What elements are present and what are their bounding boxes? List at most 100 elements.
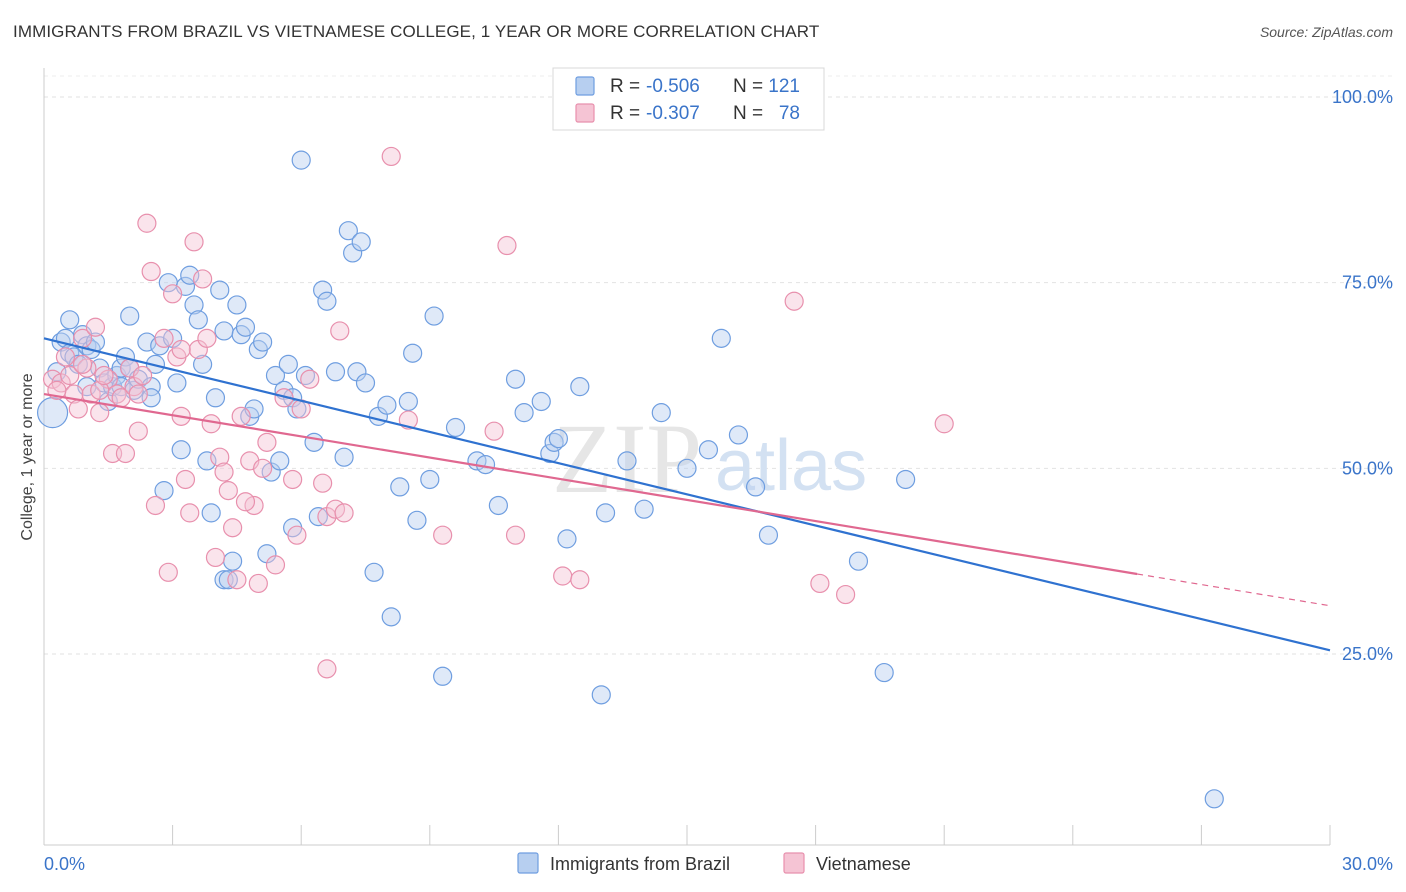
vietnamese-point [484,421,504,441]
vietnamese-swatch [575,103,595,123]
brazil-point [531,391,551,412]
brazil-point [223,551,243,571]
legend-label-brazil: Immigrants from Brazil [550,854,730,874]
vietnamese-point [934,414,954,434]
brazil-point [265,365,286,386]
vietnamese-trend-extension [1137,573,1331,607]
brazil-point [205,388,226,408]
trend-lines [43,337,1331,652]
brazil-point [235,317,256,337]
gridlines [44,75,1395,655]
vietnamese-point [158,562,178,582]
watermark: ZIP atlas [552,403,867,514]
brazil-point [270,451,290,471]
brazil-point [154,481,174,501]
brazil-point [677,458,697,478]
vietnamese-point [227,570,247,590]
vietnamese-point [381,146,401,167]
vietnamese-point [128,384,148,404]
brazil-point [634,499,654,519]
brazil-point [351,232,371,252]
brazil-point [214,321,234,341]
legend-swatch-vietnamese [783,852,805,874]
brazil-point [317,291,337,311]
brazil-point [570,377,590,397]
brazil-point [141,388,161,408]
brazil-point [364,562,384,582]
watermark-atlas: atlas [715,426,867,506]
vietnamese-point [253,458,273,478]
r-value: -0.506 [646,76,700,97]
stats-box-frame [552,67,825,131]
n-label: N = [733,103,763,124]
brazil-point [60,310,80,330]
r-value: -0.307 [646,103,700,124]
vietnamese-point [505,525,526,545]
vietnamese-point [231,406,251,426]
brazil-trend-line [43,337,1331,652]
brazil-point [338,221,358,241]
n-value: 78 [779,103,800,124]
vietnamese-point [115,443,136,464]
stats-box: R = -0.506 N = 121 R = -0.307 N = 78 [552,67,825,131]
brazil-point [514,403,534,423]
brazil-point [184,295,204,315]
brazil-point [381,607,401,627]
brazil-point [304,432,324,452]
data-points [36,146,1224,809]
x-tick-label: 0.0% [44,854,85,874]
vietnamese-point [154,328,174,348]
brazil-swatch [575,76,595,96]
brazil-point [355,373,376,393]
brazil-point [874,662,894,683]
brazil-point [193,354,213,374]
n-label: N = [733,76,763,97]
r-label: R = [610,103,640,124]
vietnamese-point [313,473,333,493]
vietnamese-point [784,291,804,311]
brazil-point [278,354,298,374]
brazil-point [548,429,569,449]
vietnamese-point [197,328,217,348]
vietnamese-point [90,380,110,400]
brazil-point [390,477,410,497]
vietnamese-point [810,573,830,594]
x-tick-labels: 0.0% 30.0% [44,854,1393,874]
brazil-point [711,328,731,348]
vietnamese-point [334,503,354,523]
brazil-point [398,391,418,412]
brazil-point [651,403,671,423]
vietnamese-point [141,261,161,282]
brazil-point [188,310,208,330]
brazil-point [36,397,69,429]
vietnamese-point [55,347,76,367]
y-tick-label: 50.0% [1342,458,1393,478]
source-note: Source: ZipAtlas.com [1259,24,1393,40]
vietnamese-point [180,503,200,523]
brazil-point [698,440,719,460]
vietnamese-point [85,317,106,337]
brazil-point [591,685,611,705]
brazil-point [433,666,453,686]
brazil-point [848,551,869,571]
brazil-point [758,525,779,545]
brazil-point [291,150,311,170]
vietnamese-point [201,414,221,434]
vietnamese-point [68,399,88,419]
chart-title: IMMIGRANTS FROM BRAZIL VS VIETNAMESE COL… [13,22,820,41]
vietnamese-point [193,269,213,289]
vietnamese-point [836,584,856,605]
vietnamese-point [214,462,234,482]
legend-swatch-brazil [517,852,539,874]
vietnamese-point [218,481,238,501]
brazil-point [1204,789,1224,809]
brazil-point [420,469,440,490]
vietnamese-point [205,547,226,568]
brazil-point [253,332,273,352]
brazil-point [313,280,333,300]
vietnamese-point [72,354,93,374]
brazil-point [407,510,427,530]
watermark-zip: ZIP [552,403,702,514]
brazil-point [197,451,217,471]
brazil-point [557,529,577,549]
